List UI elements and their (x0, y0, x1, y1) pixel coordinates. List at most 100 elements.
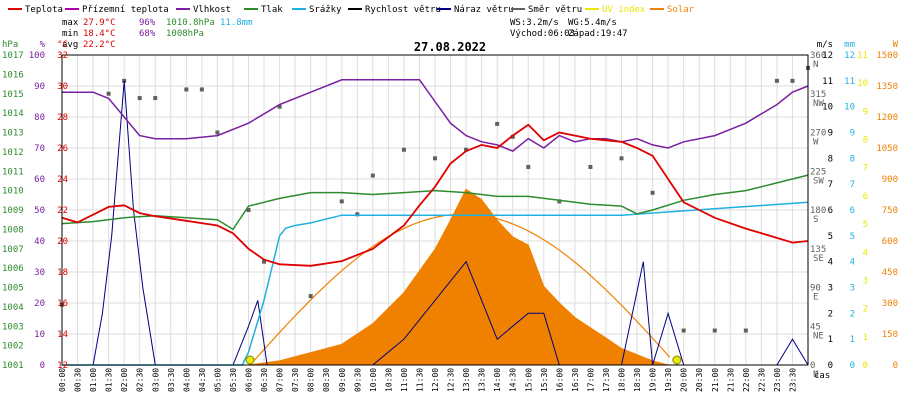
y-tick-label: 180 (810, 206, 826, 216)
y-tick-sublabel: S (813, 215, 818, 225)
x-tick-label: 23:30 (788, 368, 797, 392)
wind-direction-point (401, 147, 406, 152)
y-tick-label: 80 (34, 113, 45, 123)
y-tick-label: 70 (34, 144, 45, 154)
y-tick-label: 750 (882, 206, 898, 216)
y-tick-label: 1010 (2, 187, 24, 197)
series-humidity (62, 79, 809, 152)
y-axis-unit: W (893, 40, 899, 50)
sunset-marker (672, 355, 682, 365)
y-tick-label: 2 (863, 305, 868, 315)
y-tick-label: 1009 (2, 206, 24, 216)
legend-label: Přízemní teplota (82, 5, 169, 15)
wind-direction-point (184, 87, 189, 92)
legend: Teplota Přízemní teplota Vlhkost Tlak Srážky… (8, 5, 695, 15)
x-tick-label: 20:00 (680, 368, 689, 392)
stat-max-hum: 96% (139, 18, 156, 28)
y-tick-label: 20 (34, 299, 45, 309)
stat-min-hum: 68% (139, 29, 156, 39)
y-tick-label: 360 (810, 51, 826, 61)
y-axis-unit: hPa (2, 40, 18, 50)
legend-label: Náraz větru (454, 5, 514, 15)
series-pressure (61, 174, 809, 231)
y-tick-label: 45 (810, 322, 821, 332)
x-tick-label: 13:00 (462, 368, 471, 392)
x-tick-label: 11:00 (400, 368, 409, 392)
wind-direction-point (464, 147, 469, 152)
x-tick-label: 16:00 (555, 368, 564, 392)
y-tick-label: 1002 (2, 342, 24, 352)
x-tick-label: 12:00 (431, 368, 440, 392)
y-axis-unit: m/s (817, 40, 833, 50)
y-tick-label: 4 (850, 258, 855, 268)
y-axis-unit: mm (844, 40, 855, 50)
x-tick-label: 02:00 (120, 368, 129, 392)
x-tick-label: 16:30 (571, 368, 580, 392)
wind-info: WS:3.2m/s WG:5.4m/s Východ:06:03 Západ:1… (510, 18, 628, 39)
y-tick-label: 1350 (876, 82, 898, 92)
y-tick-label: 1008 (2, 225, 24, 235)
x-tick-label: 09:00 (338, 368, 347, 392)
y-tick-label: 1004 (2, 303, 24, 313)
wind-direction-point (199, 87, 204, 92)
y-tick-label: 1200 (876, 113, 898, 123)
x-tick-label: 19:30 (664, 368, 673, 392)
legend-label: Vlhkost (193, 5, 231, 15)
y-tick-sublabel: NW (813, 99, 824, 109)
y-tick-label: 10 (857, 79, 868, 89)
y-tick-label: 9 (863, 107, 868, 117)
y-tick-label: 1016 (2, 70, 24, 80)
axes: 00:00 00:30 01:00 01:30 02:00 02:30 03:00 03:30… (2, 40, 899, 392)
y-tick-label: 1050 (876, 144, 898, 154)
y-tick-label: 1 (863, 333, 868, 343)
y-tick-label: 90 (34, 82, 45, 92)
wind-direction-point (277, 104, 282, 109)
x-tick-label: 00:30 (74, 368, 83, 392)
wind-direction-point (246, 208, 251, 212)
y-tick-label: 0 (40, 361, 45, 371)
y-tick-label: 8 (850, 154, 855, 164)
plot-area (60, 54, 810, 366)
wind-ws: WS:3.2m/s (510, 18, 559, 28)
x-tick-label: 07:30 (291, 368, 300, 392)
wind-direction-point (495, 121, 500, 126)
series-rain (62, 201, 809, 366)
series-temperature (61, 123, 809, 267)
y-tick-label: 1013 (2, 129, 24, 139)
wind-direction-point (743, 328, 748, 333)
x-tick-label: 15:00 (524, 368, 533, 392)
y-tick-label: 8 (863, 136, 868, 146)
x-tick-label: 22:00 (742, 368, 751, 392)
y-tick-label: 2 (828, 309, 833, 319)
x-tick-label: 04:30 (198, 368, 207, 392)
sunset-time: Západ:19:47 (568, 29, 628, 39)
y-tick-label: 0 (850, 361, 855, 371)
wind-direction-point (370, 173, 375, 178)
y-tick-label: 30 (34, 268, 45, 278)
x-tick-label: 06:30 (260, 368, 269, 392)
wind-direction-point (510, 134, 515, 139)
y-tick-sublabel: SE (813, 254, 824, 264)
y-tick-label: 22 (57, 206, 68, 216)
y-tick-label: 5 (828, 232, 833, 242)
y-tick-label: 3 (828, 284, 833, 294)
y-tick-label: 11 (822, 77, 833, 87)
wind-direction-point (106, 91, 111, 96)
y-tick-label: 5 (863, 220, 868, 230)
wind-direction-point (774, 78, 779, 83)
stat-max-press: 1010.8hPa (166, 18, 215, 28)
y-tick-label: 135 (810, 245, 826, 255)
wind-direction-point (712, 328, 717, 333)
y-tick-label: 1005 (2, 284, 24, 294)
y-tick-label: 4 (828, 258, 833, 268)
y-tick-sublabel: SW (813, 176, 824, 186)
wind-direction-point (681, 328, 686, 333)
x-tick-label: 21:30 (726, 368, 735, 392)
x-tick-label: 13:30 (478, 368, 487, 392)
y-tick-label: 1014 (2, 109, 24, 119)
y-tick-label: 6 (850, 206, 855, 216)
x-tick-label: 18:30 (633, 368, 642, 392)
y-tick-label: 12 (822, 51, 833, 61)
x-tick-label: 14:00 (493, 368, 502, 392)
